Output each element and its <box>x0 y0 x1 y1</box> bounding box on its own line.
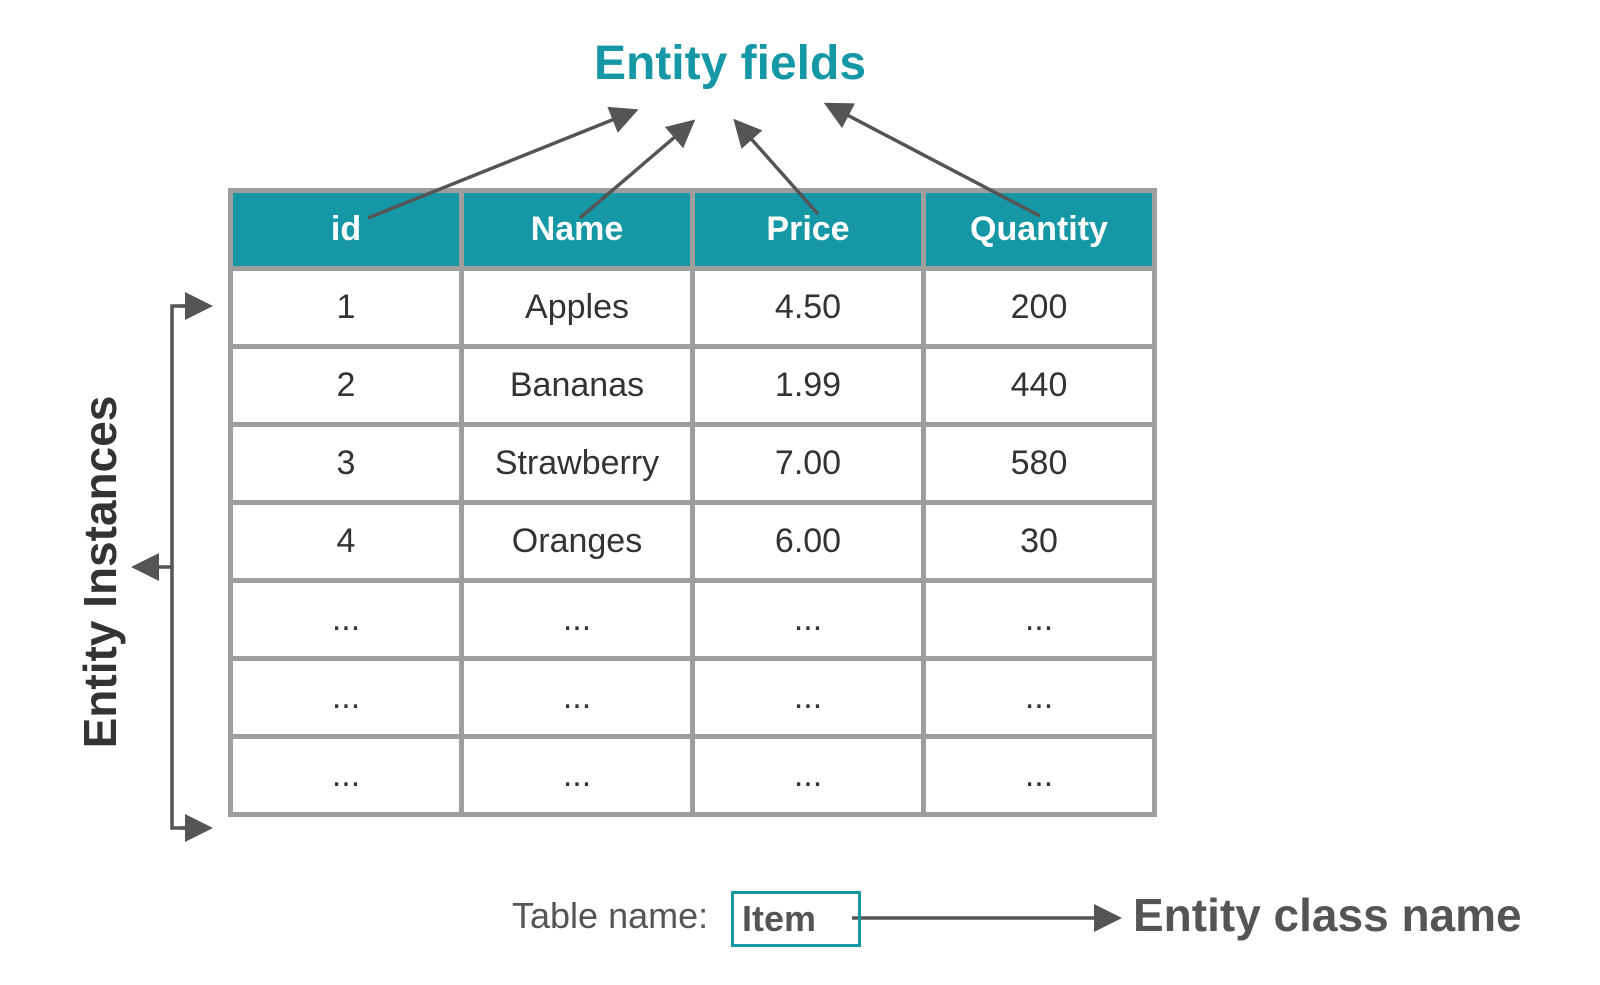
table-cell: 7.00 <box>690 422 926 505</box>
arrow-name-to-fields <box>578 119 696 220</box>
table-cell: ... <box>921 734 1157 817</box>
table-cell: 6.00 <box>690 500 926 583</box>
table-row: 2 Bananas 1.99 440 <box>228 344 1157 427</box>
table-cell: 30 <box>921 500 1157 583</box>
table-cell: ... <box>459 578 695 661</box>
table-cell: Bananas <box>459 344 695 427</box>
entity-fields-title: Entity fields <box>593 37 867 90</box>
table-cell: ... <box>228 578 464 661</box>
table-cell: 4 <box>228 500 464 583</box>
header-name: Name <box>459 188 695 271</box>
table-row: 4 Oranges 6.00 30 <box>228 500 1157 583</box>
table-cell: ... <box>459 734 695 817</box>
table-row: ............ <box>228 656 1157 739</box>
table-row: 1 Apples 4.50 200 <box>228 266 1157 349</box>
table-cell: ... <box>690 734 926 817</box>
table-cell: ... <box>690 578 926 661</box>
table-row: ............ <box>228 734 1157 817</box>
table-cell: 440 <box>921 344 1157 427</box>
table-cell: 1 <box>228 266 464 349</box>
header-quantity: Quantity <box>921 188 1157 271</box>
arrow-quantity-to-fields <box>823 102 1041 218</box>
table-cell: 2 <box>228 344 464 427</box>
table-cell: Oranges <box>459 500 695 583</box>
table-cell: 200 <box>921 266 1157 349</box>
table-cell: ... <box>921 656 1157 739</box>
table-cell: ... <box>690 656 926 739</box>
table-row: ............ <box>228 578 1157 661</box>
arrow-id-to-fields <box>367 106 639 220</box>
table-cell: ... <box>228 734 464 817</box>
table-cell: ... <box>228 656 464 739</box>
table-row: 3 Strawberry 7.00 580 <box>228 422 1157 505</box>
table-name-label: Table name: <box>512 895 709 936</box>
arrow-price-to-fields <box>733 118 820 216</box>
table-cell: ... <box>459 656 695 739</box>
table-cell: Apples <box>459 266 695 349</box>
table-cell: 580 <box>921 422 1157 505</box>
table-cell: ... <box>921 578 1157 661</box>
table-cell: 1.99 <box>690 344 926 427</box>
instances-bracket <box>170 304 208 830</box>
table-cell: 4.50 <box>690 266 926 349</box>
table-cell: 3 <box>228 422 464 505</box>
entity-table: id Name Price Quantity 1 Apples 4.50 200 2 Ba… <box>228 188 1157 817</box>
table-cell: Strawberry <box>459 422 695 505</box>
table-name-value: Item <box>731 891 861 947</box>
header-id: id <box>228 188 464 271</box>
entity-class-name-label: Entity class name <box>1133 889 1522 941</box>
